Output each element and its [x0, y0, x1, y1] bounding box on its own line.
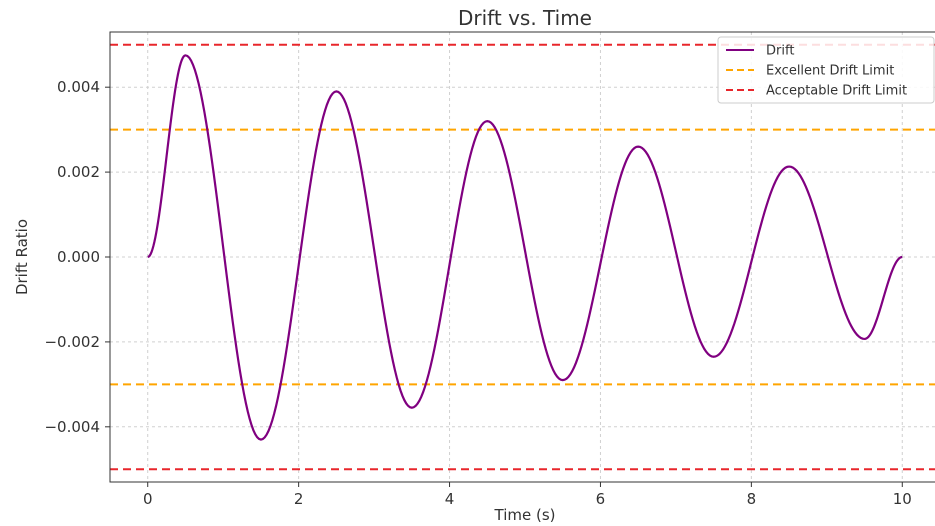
legend: Drift Excellent Drift Limit Acceptable Dri…	[717, 36, 935, 104]
x-tick-label: 2	[294, 490, 304, 508]
chart-title: Drift vs. Time	[458, 6, 592, 30]
y-ticks: −0.004 −0.002 0.000 0.002 0.004	[44, 78, 110, 436]
legend-label-drift: Drift	[766, 44, 794, 59]
legend-label-acceptable: Acceptable Drift Limit	[766, 84, 907, 99]
y-axis-label: Drift Ratio	[13, 219, 31, 295]
x-axis-label: Time (s)	[494, 506, 556, 524]
y-tick-label: 0.000	[57, 248, 100, 266]
x-tick-label: 10	[893, 490, 912, 508]
reference-lines	[110, 43, 935, 471]
legend-box	[717, 36, 935, 104]
x-ticks: 0 2 4 6 8 10	[143, 482, 912, 508]
legend-label-excellent: Excellent Drift Limit	[766, 64, 894, 79]
y-tick-label: −0.002	[44, 333, 100, 351]
x-tick-label: 8	[747, 490, 757, 508]
grid	[110, 32, 935, 482]
y-tick-label: 0.002	[57, 163, 100, 181]
x-tick-label: 0	[143, 490, 153, 508]
x-tick-label: 6	[596, 490, 606, 508]
y-tick-label: −0.004	[44, 418, 100, 436]
x-tick-label: 4	[445, 490, 455, 508]
series-line-drift	[147, 54, 903, 441]
series	[147, 54, 903, 441]
y-tick-label: 0.004	[57, 78, 100, 96]
